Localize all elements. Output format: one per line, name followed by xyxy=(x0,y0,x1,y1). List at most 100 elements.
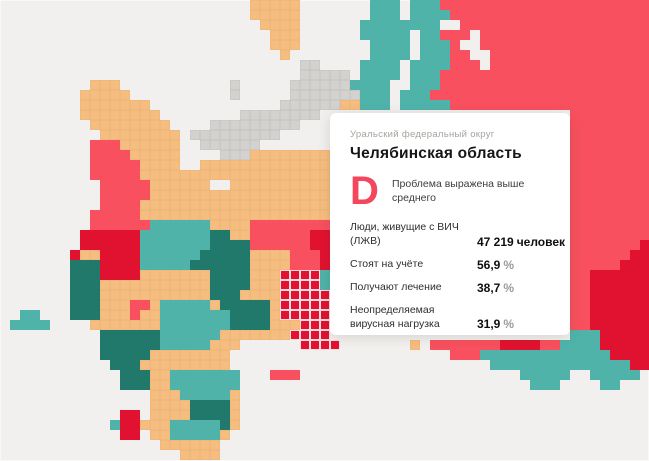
map-region-cell[interactable] xyxy=(620,50,630,60)
map-region-cell[interactable] xyxy=(190,130,200,140)
map-region-cell[interactable] xyxy=(570,60,580,70)
map-region-cell[interactable] xyxy=(180,210,190,220)
map-region-cell[interactable] xyxy=(600,80,610,90)
map-region-cell[interactable] xyxy=(220,360,230,370)
map-region-cell[interactable] xyxy=(90,240,100,250)
map-region-cell[interactable] xyxy=(610,380,620,390)
map-region-cell[interactable] xyxy=(620,220,630,230)
map-region-cell[interactable] xyxy=(180,260,190,270)
map-region-chelyabinsk-cell[interactable] xyxy=(280,300,290,310)
map-region-cell[interactable] xyxy=(430,90,440,100)
map-region-cell[interactable] xyxy=(150,190,160,200)
map-region-cell[interactable] xyxy=(160,360,170,370)
map-region-cell[interactable] xyxy=(420,40,430,50)
map-region-cell[interactable] xyxy=(130,420,140,430)
map-region-cell[interactable] xyxy=(100,320,110,330)
map-region-cell[interactable] xyxy=(610,370,620,380)
map-region-cell[interactable] xyxy=(270,200,280,210)
map-region-cell[interactable] xyxy=(260,180,270,190)
map-region-cell[interactable] xyxy=(280,150,290,160)
map-region-cell[interactable] xyxy=(220,430,230,440)
map-region-cell[interactable] xyxy=(140,170,150,180)
map-region-cell[interactable] xyxy=(160,240,170,250)
map-region-cell[interactable] xyxy=(540,380,550,390)
map-region-cell[interactable] xyxy=(610,180,620,190)
map-region-cell[interactable] xyxy=(600,10,610,20)
map-region-cell[interactable] xyxy=(610,270,620,280)
map-region-cell[interactable] xyxy=(570,120,580,130)
map-region-chelyabinsk-cell[interactable] xyxy=(310,320,320,330)
map-region-cell[interactable] xyxy=(540,70,550,80)
map-region-cell[interactable] xyxy=(260,160,270,170)
map-region-cell[interactable] xyxy=(490,50,500,60)
map-region-chelyabinsk-cell[interactable] xyxy=(310,290,320,300)
map-region-cell[interactable] xyxy=(570,150,580,160)
map-region-cell[interactable] xyxy=(130,120,140,130)
map-region-cell[interactable] xyxy=(610,130,620,140)
map-region-cell[interactable] xyxy=(200,210,210,220)
map-region-cell[interactable] xyxy=(220,190,230,200)
map-region-cell[interactable] xyxy=(250,140,260,150)
map-region-cell[interactable] xyxy=(100,240,110,250)
map-region-cell[interactable] xyxy=(420,90,430,100)
map-region-cell[interactable] xyxy=(270,210,280,220)
map-region-cell[interactable] xyxy=(70,300,80,310)
map-region-cell[interactable] xyxy=(640,70,649,80)
map-region-cell[interactable] xyxy=(220,340,230,350)
map-region-cell[interactable] xyxy=(290,110,300,120)
map-region-cell[interactable] xyxy=(210,430,220,440)
map-region-cell[interactable] xyxy=(360,90,370,100)
map-region-cell[interactable] xyxy=(450,0,460,10)
map-region-cell[interactable] xyxy=(460,90,470,100)
map-region-cell[interactable] xyxy=(600,250,610,260)
map-region-cell[interactable] xyxy=(580,50,590,60)
map-region-cell[interactable] xyxy=(380,70,390,80)
map-region-cell[interactable] xyxy=(290,370,300,380)
map-region-cell[interactable] xyxy=(190,240,200,250)
map-region-cell[interactable] xyxy=(190,410,200,420)
map-region-cell[interactable] xyxy=(80,280,90,290)
map-region-cell[interactable] xyxy=(110,210,120,220)
map-region-cell[interactable] xyxy=(40,320,50,330)
map-region-cell[interactable] xyxy=(70,270,80,280)
map-region-cell[interactable] xyxy=(220,140,230,150)
map-region-cell[interactable] xyxy=(120,370,130,380)
map-region-cell[interactable] xyxy=(110,110,120,120)
map-region-cell[interactable] xyxy=(640,320,649,330)
map-region-cell[interactable] xyxy=(160,330,170,340)
map-region-cell[interactable] xyxy=(310,170,320,180)
map-region-cell[interactable] xyxy=(290,190,300,200)
map-region-cell[interactable] xyxy=(80,100,90,110)
map-region-cell[interactable] xyxy=(600,120,610,130)
map-region-cell[interactable] xyxy=(590,80,600,90)
map-region-cell[interactable] xyxy=(490,20,500,30)
map-region-cell[interactable] xyxy=(580,150,590,160)
map-region-cell[interactable] xyxy=(160,170,170,180)
map-region-cell[interactable] xyxy=(500,30,510,40)
map-region-cell[interactable] xyxy=(310,80,320,90)
map-region-cell[interactable] xyxy=(570,300,580,310)
map-region-cell[interactable] xyxy=(490,70,500,80)
map-region-cell[interactable] xyxy=(510,350,520,360)
map-region-cell[interactable] xyxy=(260,250,270,260)
map-region-cell[interactable] xyxy=(550,50,560,60)
map-region-cell[interactable] xyxy=(240,160,250,170)
map-region-cell[interactable] xyxy=(170,230,180,240)
map-region-cell[interactable] xyxy=(630,110,640,120)
map-region-cell[interactable] xyxy=(250,210,260,220)
map-region-cell[interactable] xyxy=(260,270,270,280)
map-region-cell[interactable] xyxy=(600,60,610,70)
map-region-cell[interactable] xyxy=(220,410,230,420)
map-region-cell[interactable] xyxy=(470,80,480,90)
map-region-cell[interactable] xyxy=(460,10,470,20)
map-region-cell[interactable] xyxy=(300,240,310,250)
map-region-cell[interactable] xyxy=(580,110,590,120)
map-region-cell[interactable] xyxy=(290,90,300,100)
map-region-cell[interactable] xyxy=(200,240,210,250)
map-region-cell[interactable] xyxy=(250,270,260,280)
map-region-cell[interactable] xyxy=(250,120,260,130)
map-region-cell[interactable] xyxy=(130,100,140,110)
map-region-cell[interactable] xyxy=(320,180,330,190)
map-region-cell[interactable] xyxy=(170,170,180,180)
map-region-cell[interactable] xyxy=(280,210,290,220)
